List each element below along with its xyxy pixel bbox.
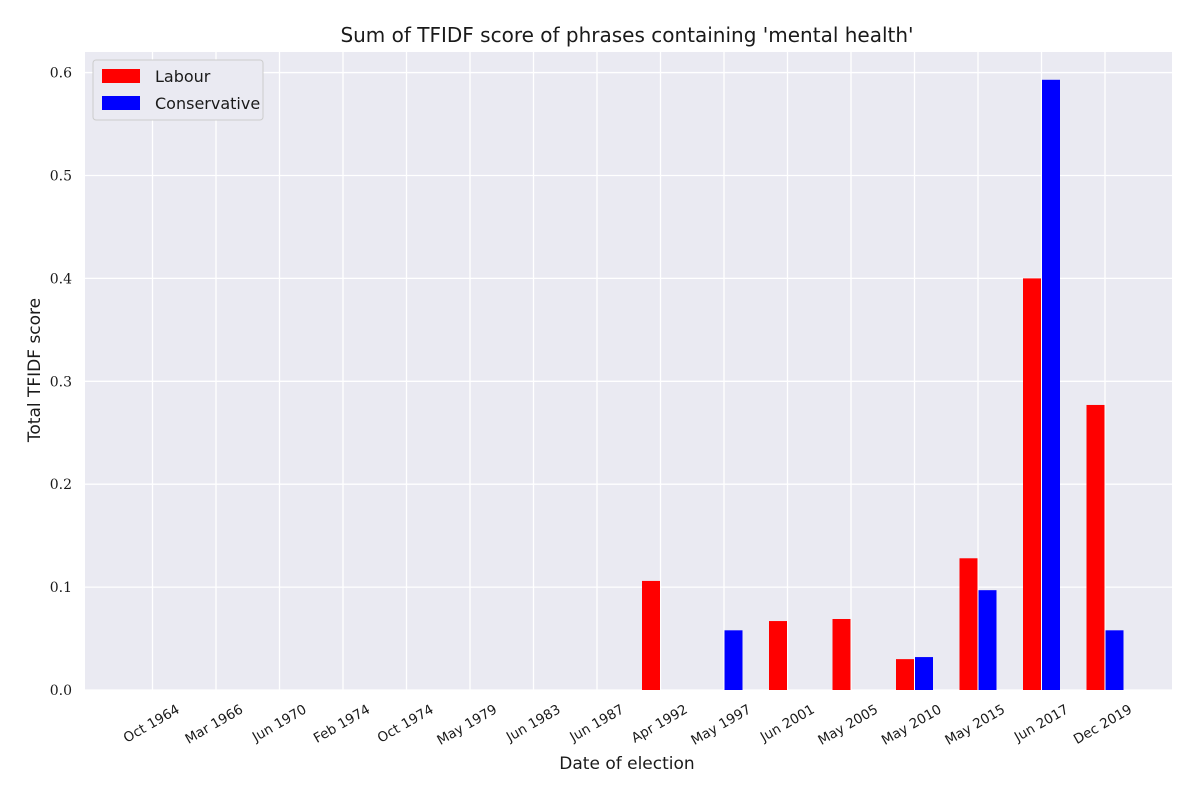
y-tick-label: 0.1 [50,580,72,596]
x-tick-label: May 2015 [942,702,1008,749]
y-axis-label: Total TFIDF score [25,298,45,443]
bar-conservative-dec-2019 [1105,630,1124,690]
legend: Labour Conservative [92,59,264,121]
grid-lines [85,52,1172,691]
x-tick-label: Oct 1964 [121,702,183,747]
y-tick-label: 0.5 [50,168,72,184]
x-tick-label: Feb 1974 [311,702,373,747]
bar-conservative-may-2015 [978,590,997,690]
y-tick-label: 0.2 [50,477,72,493]
x-tick-labels: Oct 1964 Mar 1966 Jun 1970 Feb 1974 Oct 1974… [121,702,1135,749]
bar-labour-may-2005 [832,618,851,690]
bar-labour-jun-2017 [1023,278,1041,690]
x-tick-label: Apr 1992 [629,702,691,747]
legend-label-conservative: Conservative [155,94,260,113]
bar-labour-may-2010 [896,659,914,690]
legend-swatch-labour [102,69,140,83]
bar-labour-apr-1992 [642,580,660,690]
x-tick-label: May 1979 [434,702,500,749]
x-tick-label: May 2005 [815,702,881,749]
x-tick-label: Mar 1966 [182,702,246,748]
chart-title: Sum of TFIDF score of phrases containing… [340,23,913,47]
x-tick-label: Jun 2001 [757,702,818,746]
bar-labour-jun-2001 [769,621,787,690]
y-tick-label: 0.0 [50,683,72,699]
y-tick-label: 0.3 [50,374,72,390]
y-tick-label: 0.4 [50,271,72,287]
plot-area [85,52,1172,690]
x-tick-label: Oct 1974 [375,702,437,747]
x-axis-label: Date of election [559,754,694,774]
y-tick-labels: 0.0 0.1 0.2 0.3 0.4 0.5 0.6 [50,66,72,699]
bar-conservative-may-1997 [724,630,743,690]
legend-label-labour: Labour [155,67,211,86]
bar-conservative-may-2010 [915,657,933,690]
x-tick-label: May 2010 [879,702,945,749]
bars [642,79,1124,690]
x-tick-label: May 1997 [688,702,754,749]
x-tick-label: Dec 2019 [1071,702,1135,748]
bar-conservative-jun-2017 [1042,79,1060,690]
legend-swatch-conservative [102,96,140,110]
x-tick-label: Jun 1983 [503,702,564,746]
bar-labour-dec-2019 [1086,404,1105,690]
x-tick-label: Jun 2017 [1011,702,1072,746]
y-tick-label: 0.6 [50,66,72,82]
x-tick-label: Jun 1987 [566,702,627,746]
bar-labour-may-2015 [959,558,978,690]
x-tick-label: Jun 1970 [249,702,310,746]
